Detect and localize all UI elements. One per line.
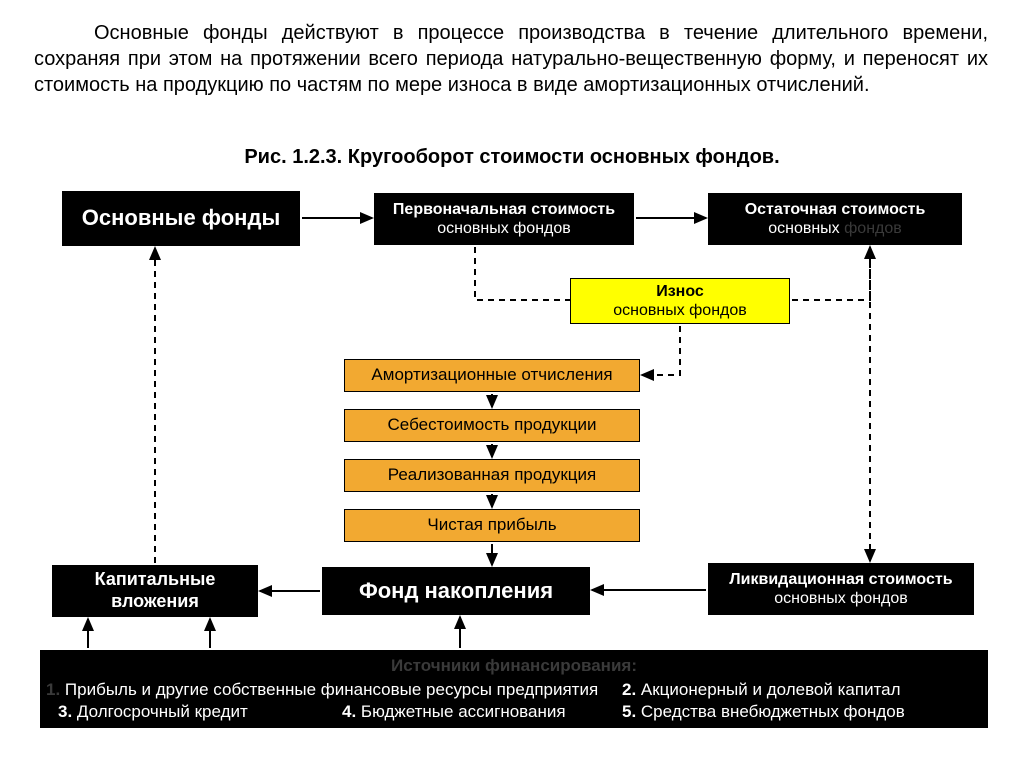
footer-sources: Источники финансирования: 1. Прибыль и д… bbox=[40, 650, 988, 728]
node-n7: Реализованная продукция bbox=[344, 459, 640, 492]
node-n5: Амортизационные отчисления bbox=[344, 359, 640, 392]
intro-paragraph: Основные фонды действуют в процессе прои… bbox=[34, 20, 988, 98]
figure-caption: Рис. 1.2.3. Кругооборот стоимости основн… bbox=[0, 146, 1024, 169]
footer-item-4: 4. Бюджетные ассигнования bbox=[342, 702, 566, 722]
node-n1: Основные фонды bbox=[62, 191, 300, 246]
footer-title: Источники финансирования: bbox=[40, 656, 988, 676]
footer-item-3: 3. Долгосрочный кредит bbox=[58, 702, 248, 722]
node-n10: Фонд накопления bbox=[322, 567, 590, 615]
node-n3: Остаточная стоимостьосновных фондов bbox=[708, 193, 962, 245]
footer-item-5: 5. Средства внебюджетных фондов bbox=[622, 702, 905, 722]
footer-item-2: 2. Акционерный и долевой капитал bbox=[622, 680, 901, 700]
footer-item-1: 1. Прибыль и другие собственные финансов… bbox=[46, 680, 598, 700]
node-n4: Износосновных фондов bbox=[570, 278, 790, 324]
node-n2: Первоначальная стоимостьосновных фондов bbox=[374, 193, 634, 245]
node-n8: Чистая прибыль bbox=[344, 509, 640, 542]
node-n6: Себестоимость продукции bbox=[344, 409, 640, 442]
node-n9: Капитальныевложения bbox=[52, 565, 258, 617]
node-n11: Ликвидационная стоимостьосновных фондов bbox=[708, 563, 974, 615]
